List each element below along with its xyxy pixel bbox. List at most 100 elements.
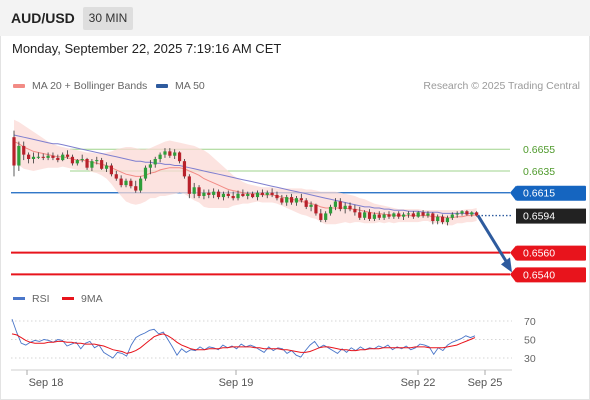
candle [402, 212, 406, 220]
candle-body [465, 211, 469, 215]
candle [377, 211, 381, 220]
candle-body [124, 180, 128, 186]
candle-body [309, 204, 313, 207]
candle [36, 152, 40, 159]
candle [328, 204, 333, 216]
candle-body [343, 205, 347, 210]
level-tag-pointer-3 [510, 245, 516, 261]
candle-body [148, 164, 152, 168]
level-label-3: 0.6560 [523, 248, 555, 260]
candle-body [158, 154, 162, 159]
candle-body [221, 193, 226, 198]
candle-body [246, 193, 250, 196]
candle [465, 210, 469, 216]
candle-body [95, 160, 99, 162]
candle [187, 174, 191, 199]
candle [475, 211, 479, 217]
candle [75, 158, 79, 166]
candle [289, 193, 294, 205]
candle [61, 152, 65, 162]
timeframe-button[interactable]: 30 MIN [83, 7, 133, 30]
candle-body [348, 205, 352, 210]
candle-body [363, 212, 367, 218]
candle [460, 210, 464, 216]
candle [100, 157, 104, 170]
candle [246, 191, 250, 200]
chart-header: AUD/USD 30 MIN [0, 0, 590, 36]
candle-body [104, 165, 109, 169]
candle-body [475, 212, 479, 216]
candle [207, 189, 211, 199]
candle-body [416, 212, 420, 217]
candle-body [241, 193, 245, 196]
candle [440, 214, 445, 225]
candle-body [358, 212, 362, 218]
candle [470, 211, 474, 217]
level-tag-4 [516, 267, 586, 283]
candle-body [168, 151, 172, 156]
candle-body [139, 178, 143, 191]
candle-body [260, 192, 264, 195]
candle-body [212, 191, 216, 195]
candle [231, 191, 235, 201]
candle-body [470, 212, 474, 215]
candle-body [31, 156, 36, 159]
candle [421, 210, 425, 218]
candle-body [372, 214, 376, 219]
x-tick-label-1: Sep 19 [219, 377, 254, 389]
candle [406, 211, 411, 218]
candle-body [41, 156, 45, 158]
legend-ma50-label: MA 50 [175, 80, 205, 92]
rsi-legend-swatch [13, 297, 25, 300]
candle-body [173, 152, 177, 156]
candle [270, 188, 274, 198]
candle [197, 185, 201, 199]
candle-body [187, 176, 191, 194]
candle [17, 141, 21, 171]
candle-body [328, 206, 333, 214]
candle [309, 201, 313, 212]
candle-body [411, 213, 415, 217]
candle [431, 212, 435, 225]
candle [304, 198, 308, 210]
candle [173, 149, 177, 159]
candle [260, 189, 264, 198]
candle-body [431, 213, 435, 222]
level-label-0: 0.6655 [523, 144, 555, 156]
candle-body [338, 201, 342, 210]
candle-body [80, 158, 84, 161]
rsi-tick-50: 50 [524, 335, 536, 347]
candle-body [119, 178, 123, 186]
candle [27, 152, 31, 164]
current-price-tag [516, 208, 586, 224]
candle-body [440, 216, 445, 223]
candle-body [285, 197, 289, 203]
candle [265, 190, 269, 199]
price-chart: 0.6655 0.6635 0.6615 0.6560 0.6540 0.6594 [11, 119, 586, 283]
candle-body [450, 214, 454, 218]
candle-body [406, 213, 411, 215]
candle-body [236, 193, 240, 199]
legend-ma20-swatch [13, 84, 25, 88]
candle-body [202, 192, 206, 196]
candle-body [367, 212, 372, 219]
forecast-arrow-head [501, 257, 512, 273]
candle [333, 198, 338, 211]
candle [436, 214, 440, 225]
candle [134, 180, 138, 193]
candle-body [46, 155, 50, 158]
ma9-legend-label: 9MA [81, 293, 103, 305]
candle [445, 215, 450, 226]
candle [280, 194, 284, 205]
current-price-label: 0.6594 [523, 211, 555, 223]
ma50-line [13, 134, 477, 214]
candle-body [299, 198, 303, 201]
candle [221, 191, 226, 201]
candle-body [153, 158, 157, 165]
research-credit: Research © 2025 Trading Central [423, 80, 580, 92]
candle [255, 190, 260, 201]
candle-body [207, 192, 211, 195]
candle [70, 154, 75, 166]
candle [416, 211, 420, 218]
candle-body [17, 145, 21, 166]
